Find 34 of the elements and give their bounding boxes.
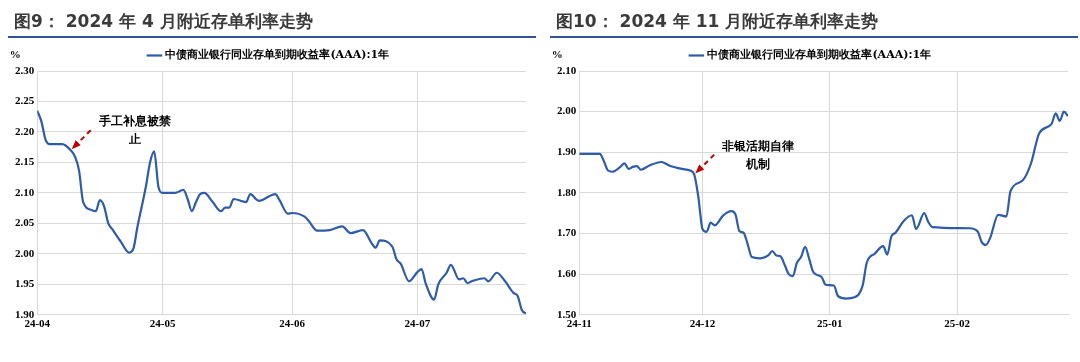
y-tick-label: 2.05 [15,216,35,229]
y-tick-label: 2.10 [557,63,577,76]
y-tick-label: 1.50 [557,307,577,320]
y-tick-label: 2.00 [15,246,35,259]
line-series [37,109,526,315]
y-axis-title: % [9,48,21,61]
x-tick-label: 24-04 [24,317,51,330]
x-tick-label: 24-07 [404,317,431,330]
y-tick-label: 2.15 [15,155,35,168]
y-tick-label: 2.25 [15,94,35,107]
y-tick-label: 2.10 [15,185,35,198]
line-series [579,110,1068,300]
y-tick-label: 2.00 [557,104,577,117]
y-axis-title: % [551,48,563,61]
y-tick-label: 1.90 [557,145,577,158]
x-tick-label: 24-05 [149,317,176,330]
x-tick-label: 25-01 [816,317,843,330]
y-tick-label: 1.60 [557,267,577,280]
y-tick-label: 2.30 [15,63,35,76]
chart-title: 图9： 2024 年 4 月附近存单利率走势 [8,8,536,38]
legend-label: 中债商业银行同业存单到期收益率(AAA):1年 [707,48,932,62]
y-tick-label: 1.90 [15,307,35,320]
annotation: 非银活期自律机制 [721,138,795,171]
y-tick-label: 2.20 [15,124,35,137]
legend-label: 中债商业银行同业存单到期收益率(AAA):1年 [165,48,390,62]
y-tick-label: 1.70 [557,226,577,239]
x-tick-label: 24-12 [689,317,716,330]
y-tick-label: 1.80 [557,185,577,198]
x-tick-label: 25-02 [944,317,971,330]
x-tick-label: 24-11 [566,317,592,330]
chart-title: 图10： 2024 年 11 月附近存单利率走势 [550,8,1078,38]
y-tick-label: 1.95 [15,277,35,290]
annotation: 手工补息被禁止 [97,114,172,147]
x-tick-label: 24-06 [279,317,306,330]
